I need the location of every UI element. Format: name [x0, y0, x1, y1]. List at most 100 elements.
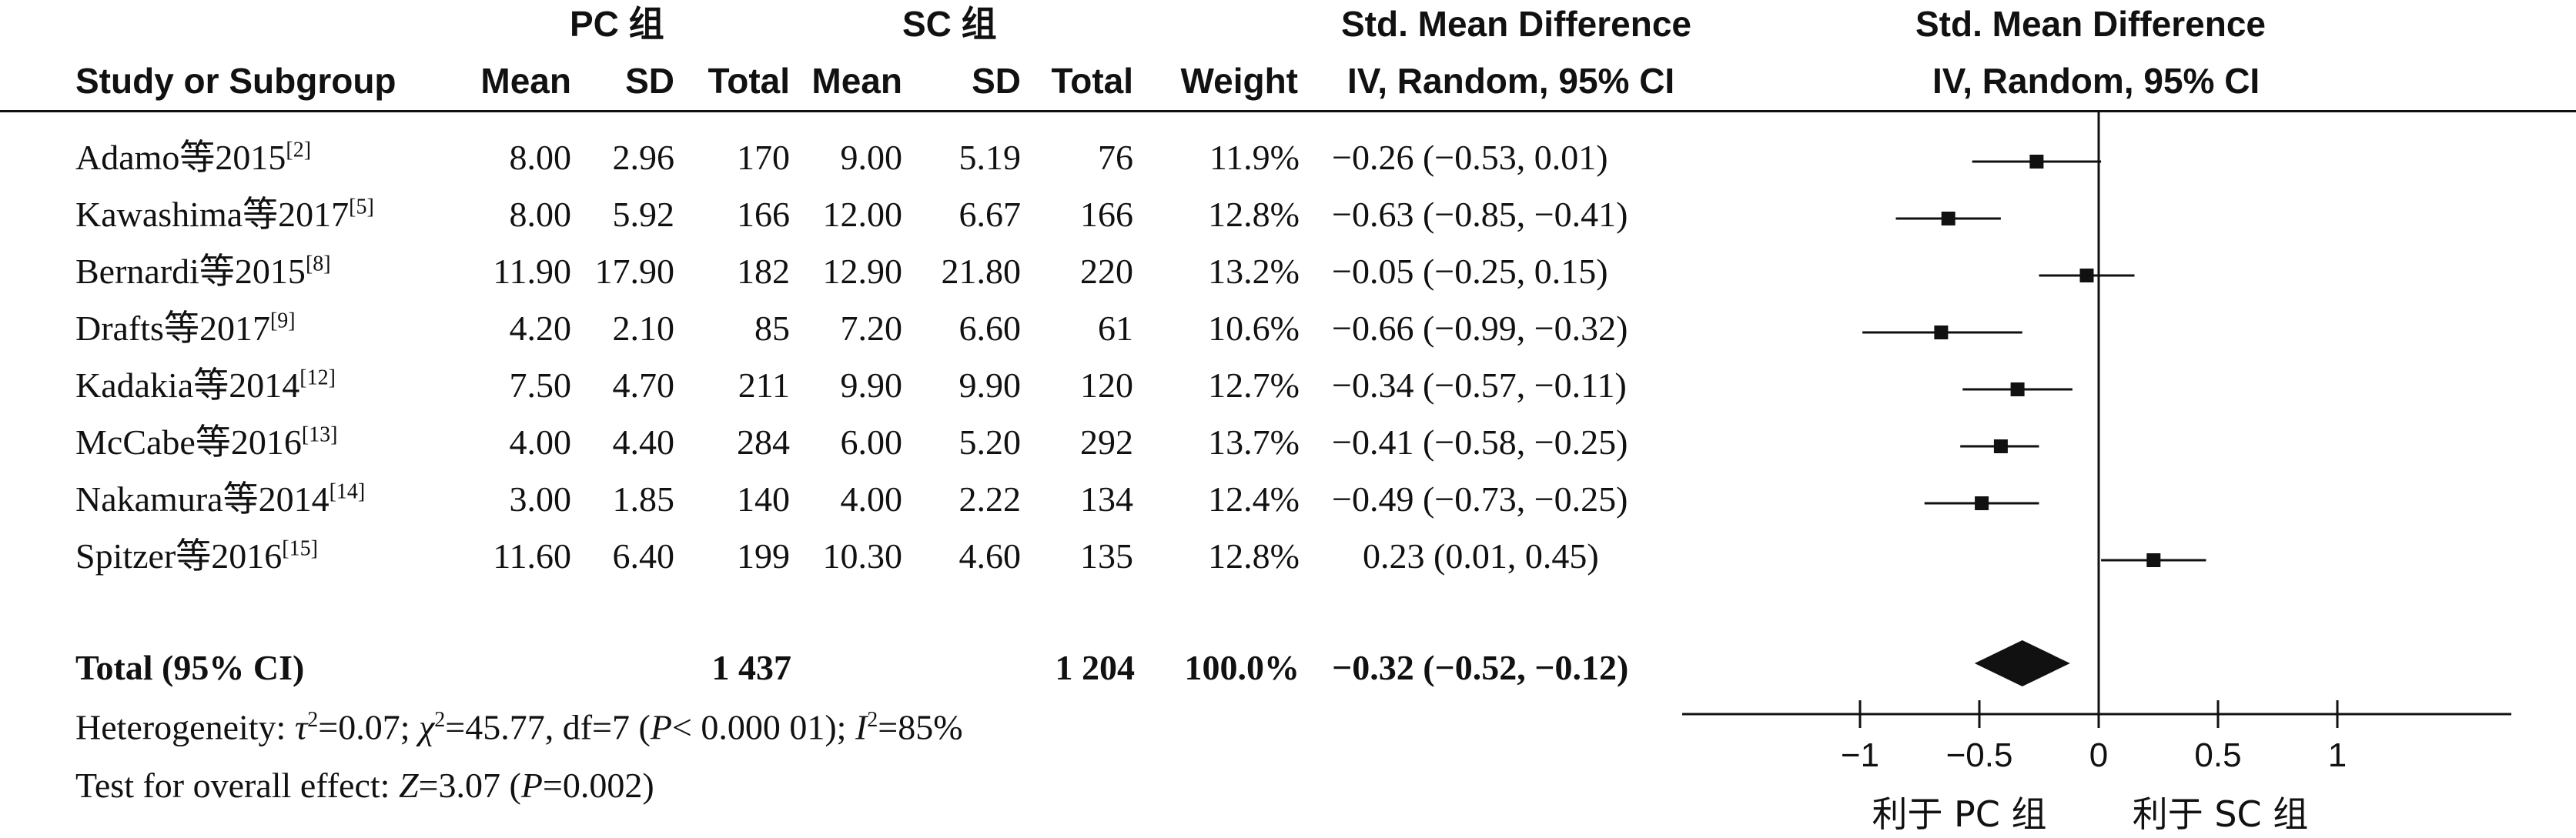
cell-sc-mean: 10.30 [822, 536, 903, 576]
z-symbol: Z [398, 766, 419, 805]
study-name: Drafts等2017[9] [75, 309, 296, 348]
cell-pc-mean: 4.20 [509, 309, 572, 348]
favours-sc-label: 利于 SC 组 [2133, 793, 2309, 835]
cell-sc-sd: 2.22 [958, 479, 1022, 519]
cell-sc-sd: 6.60 [958, 309, 1022, 348]
total-pc-n: 1 437 [711, 648, 792, 687]
cell-weight: 13.2% [1208, 252, 1300, 291]
cell-pc-mean: 8.00 [509, 195, 572, 234]
x-tick-label: −1 [1841, 736, 1879, 774]
study-name: McCabe等2016[13] [75, 422, 338, 460]
study-reference: [9] [269, 309, 296, 333]
cell-pc-mean: 8.00 [509, 138, 572, 177]
cell-sc-sd: 4.60 [958, 536, 1022, 576]
cell-ci: −0.41 (−0.58, −0.25) [1332, 422, 1628, 462]
pc-group-header: PC 组 [570, 4, 664, 44]
cell-pc-sd: 2.96 [612, 138, 675, 177]
x-tick-label: −0.5 [1946, 736, 2013, 774]
i-value: =85% [878, 707, 963, 747]
cell-weight: 12.7% [1208, 366, 1300, 405]
cell-sc-sd: 5.20 [958, 422, 1022, 462]
sc-sd-header: SD [972, 61, 1021, 101]
cell-weight: 12.8% [1208, 195, 1300, 234]
tau-sq-exp: 2 [307, 708, 319, 732]
cell-weight: 13.7% [1208, 422, 1300, 462]
cell-pc-mean: 11.60 [493, 536, 571, 576]
total-weight: 100.0% [1184, 648, 1300, 687]
cell-pc-sd: 5.92 [612, 195, 675, 234]
table-row: McCabe等2016[13] 4.00 4.40 284 6.00 5.20 292 13.… [0, 422, 1694, 471]
pooled-diamond [1974, 640, 2070, 686]
study-point-estimate [2010, 382, 2025, 396]
sc-mean-header: Mean [811, 61, 902, 101]
cell-sc-sd: 6.67 [958, 195, 1022, 234]
study-header: Study or Subgroup [75, 61, 396, 101]
total-label: Total (95% CI) [75, 648, 305, 687]
table-row: Bernardi等2015[8] 11.90 17.90 182 12.90 21.80 2… [0, 252, 1694, 300]
cell-pc-sd: 6.40 [612, 536, 675, 576]
cell-pc-total: 85 [754, 309, 790, 348]
cell-pc-sd: 2.10 [612, 309, 675, 348]
overall-effect-text: Test for overall effect: Z=3.07 (P=0.002… [75, 768, 654, 803]
cell-ci: −0.49 (−0.73, −0.25) [1332, 479, 1628, 519]
header-rule [0, 110, 2576, 112]
cell-pc-sd: 4.70 [612, 366, 675, 405]
study-reference: [5] [349, 195, 374, 219]
heterogeneity-text: Heterogeneity: τ2=0.07; χ2=45.77, df=7 (… [75, 709, 963, 745]
study-reference: [2] [286, 138, 312, 162]
study-point-estimate [2079, 269, 2094, 282]
pc-total-header: Total [708, 61, 790, 101]
p-value: < 0.000 01); [671, 707, 855, 747]
cell-ci: 0.23 (0.01, 0.45) [1363, 536, 1599, 576]
cell-ci: −0.05 (−0.25, 0.15) [1332, 252, 1608, 291]
overall-p-symbol: P [520, 766, 543, 805]
cell-pc-mean: 3.00 [509, 479, 572, 519]
study-reference: [8] [305, 252, 331, 276]
z-value: =3.07 ( [418, 766, 521, 805]
cell-sc-mean: 4.00 [840, 479, 903, 519]
study-name-text: Kadakia等2014 [75, 366, 300, 405]
method-header: IV, Random, 95% CI [1347, 61, 1675, 101]
cell-sc-total: 134 [1080, 479, 1133, 519]
cell-pc-total: 199 [737, 536, 790, 576]
cell-pc-total: 166 [737, 195, 790, 234]
cell-sc-sd: 21.80 [941, 252, 1022, 291]
sc-total-header: Total [1051, 61, 1133, 101]
cell-pc-sd: 17.90 [594, 252, 675, 291]
cell-pc-mean: 4.00 [509, 422, 572, 462]
favours-pc-label: 利于 PC 组 [1872, 793, 2046, 835]
cell-ci: −0.26 (−0.53, 0.01) [1332, 138, 1608, 177]
cell-sc-mean: 7.20 [840, 309, 903, 348]
cell-sc-mean: 12.00 [822, 195, 903, 234]
cell-sc-total: 220 [1080, 252, 1133, 291]
tau-value: =0.07; [318, 707, 420, 747]
cell-pc-sd: 1.85 [612, 479, 675, 519]
cell-sc-sd: 5.19 [958, 138, 1022, 177]
study-name-text: Drafts等2017 [75, 309, 270, 348]
plot-header: Std. Mean Difference [1915, 4, 2266, 44]
study-reference: [13] [301, 422, 338, 447]
x-tick-label: 0.5 [2194, 736, 2241, 774]
cell-sc-total: 76 [1098, 138, 1133, 177]
cell-weight: 10.6% [1208, 309, 1300, 348]
study-reference: [14] [329, 479, 366, 504]
cell-sc-mean: 9.00 [840, 138, 903, 177]
cell-pc-total: 140 [737, 479, 790, 519]
study-point-estimate [1934, 326, 1949, 339]
i-symbol: I [855, 707, 868, 747]
total-sc-n: 1 204 [1055, 648, 1136, 687]
cell-sc-mean: 6.00 [840, 422, 903, 462]
cell-sc-total: 61 [1098, 309, 1133, 348]
p-symbol: P [650, 707, 672, 747]
study-reference: [15] [282, 536, 318, 561]
cell-weight: 12.8% [1208, 536, 1300, 576]
cell-weight: 12.4% [1208, 479, 1300, 519]
table-row: Adamo等2015[2] 8.00 2.96 170 9.00 5.19 76 11.9% −… [0, 138, 1694, 186]
cell-pc-sd: 4.40 [612, 422, 675, 462]
study-name: Spitzer等2016[15] [75, 536, 318, 574]
cell-ci: −0.66 (−0.99, −0.32) [1332, 309, 1628, 348]
study-point-estimate [2146, 553, 2161, 567]
cell-pc-total: 211 [738, 366, 790, 405]
overall-label: Test for overall effect: [75, 766, 399, 805]
